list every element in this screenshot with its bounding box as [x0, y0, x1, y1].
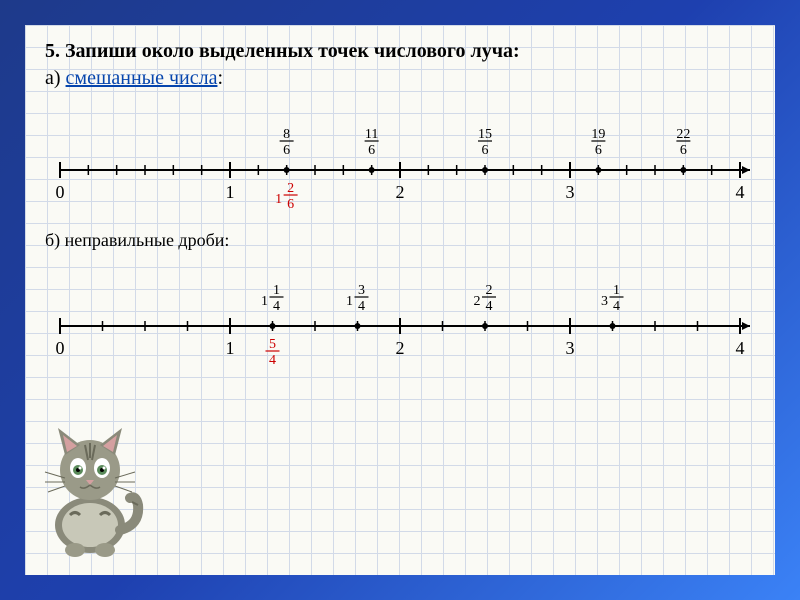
svg-text:0: 0: [56, 182, 65, 202]
svg-text:2: 2: [396, 338, 405, 358]
svg-text:4: 4: [358, 299, 365, 314]
svg-text:3: 3: [566, 182, 575, 202]
subtitle-a-suffix: :: [217, 67, 223, 89]
subtitle-a: а) смешанные числа:: [45, 67, 755, 90]
svg-text:1: 1: [261, 294, 268, 309]
svg-text:6: 6: [595, 143, 602, 158]
content-area: 5. Запиши около выделенных точек числово…: [25, 25, 775, 381]
svg-text:6: 6: [680, 143, 687, 158]
svg-text:3: 3: [601, 294, 608, 309]
svg-text:6: 6: [287, 197, 294, 210]
subtitle-a-prefix: а): [45, 67, 66, 89]
svg-text:22: 22: [676, 127, 690, 142]
svg-text:2: 2: [396, 182, 405, 202]
svg-text:1: 1: [226, 182, 235, 202]
svg-text:4: 4: [613, 299, 620, 314]
cat-illustration: [30, 410, 150, 560]
svg-text:4: 4: [273, 299, 280, 314]
svg-text:2: 2: [474, 294, 481, 309]
svg-text:8: 8: [283, 127, 290, 142]
svg-text:15: 15: [478, 127, 492, 142]
svg-text:6: 6: [482, 143, 489, 158]
svg-text:0: 0: [56, 338, 65, 358]
svg-text:1: 1: [273, 283, 280, 298]
subtitle-b: б) неправильные дроби:: [45, 230, 755, 251]
svg-text:4: 4: [736, 338, 745, 358]
svg-text:4: 4: [486, 299, 493, 314]
svg-text:4: 4: [736, 182, 745, 202]
svg-text:2: 2: [486, 283, 493, 298]
number-line-a: 0123486116156196226126: [55, 120, 755, 210]
svg-text:3: 3: [566, 338, 575, 358]
svg-text:2: 2: [287, 181, 294, 196]
svg-text:1: 1: [275, 192, 282, 207]
svg-text:6: 6: [283, 143, 290, 158]
svg-text:3: 3: [358, 283, 365, 298]
svg-text:4: 4: [269, 353, 276, 366]
svg-text:1: 1: [226, 338, 235, 358]
svg-text:1: 1: [346, 294, 353, 309]
svg-text:19: 19: [591, 127, 605, 142]
svg-text:11: 11: [365, 127, 378, 142]
number-line-a-svg: 0123486116156196226126: [55, 120, 755, 210]
paper-sheet: 5. Запиши около выделенных точек числово…: [25, 25, 775, 575]
number-line-b-svg: 0123411413422431454: [55, 276, 755, 366]
task-title: 5. Запиши около выделенных точек числово…: [45, 40, 755, 63]
svg-text:6: 6: [368, 143, 375, 158]
svg-text:5: 5: [269, 337, 276, 352]
number-line-b: 0123411413422431454: [55, 276, 755, 366]
subtitle-a-link: смешанные числа: [66, 67, 218, 89]
svg-text:1: 1: [613, 283, 620, 298]
